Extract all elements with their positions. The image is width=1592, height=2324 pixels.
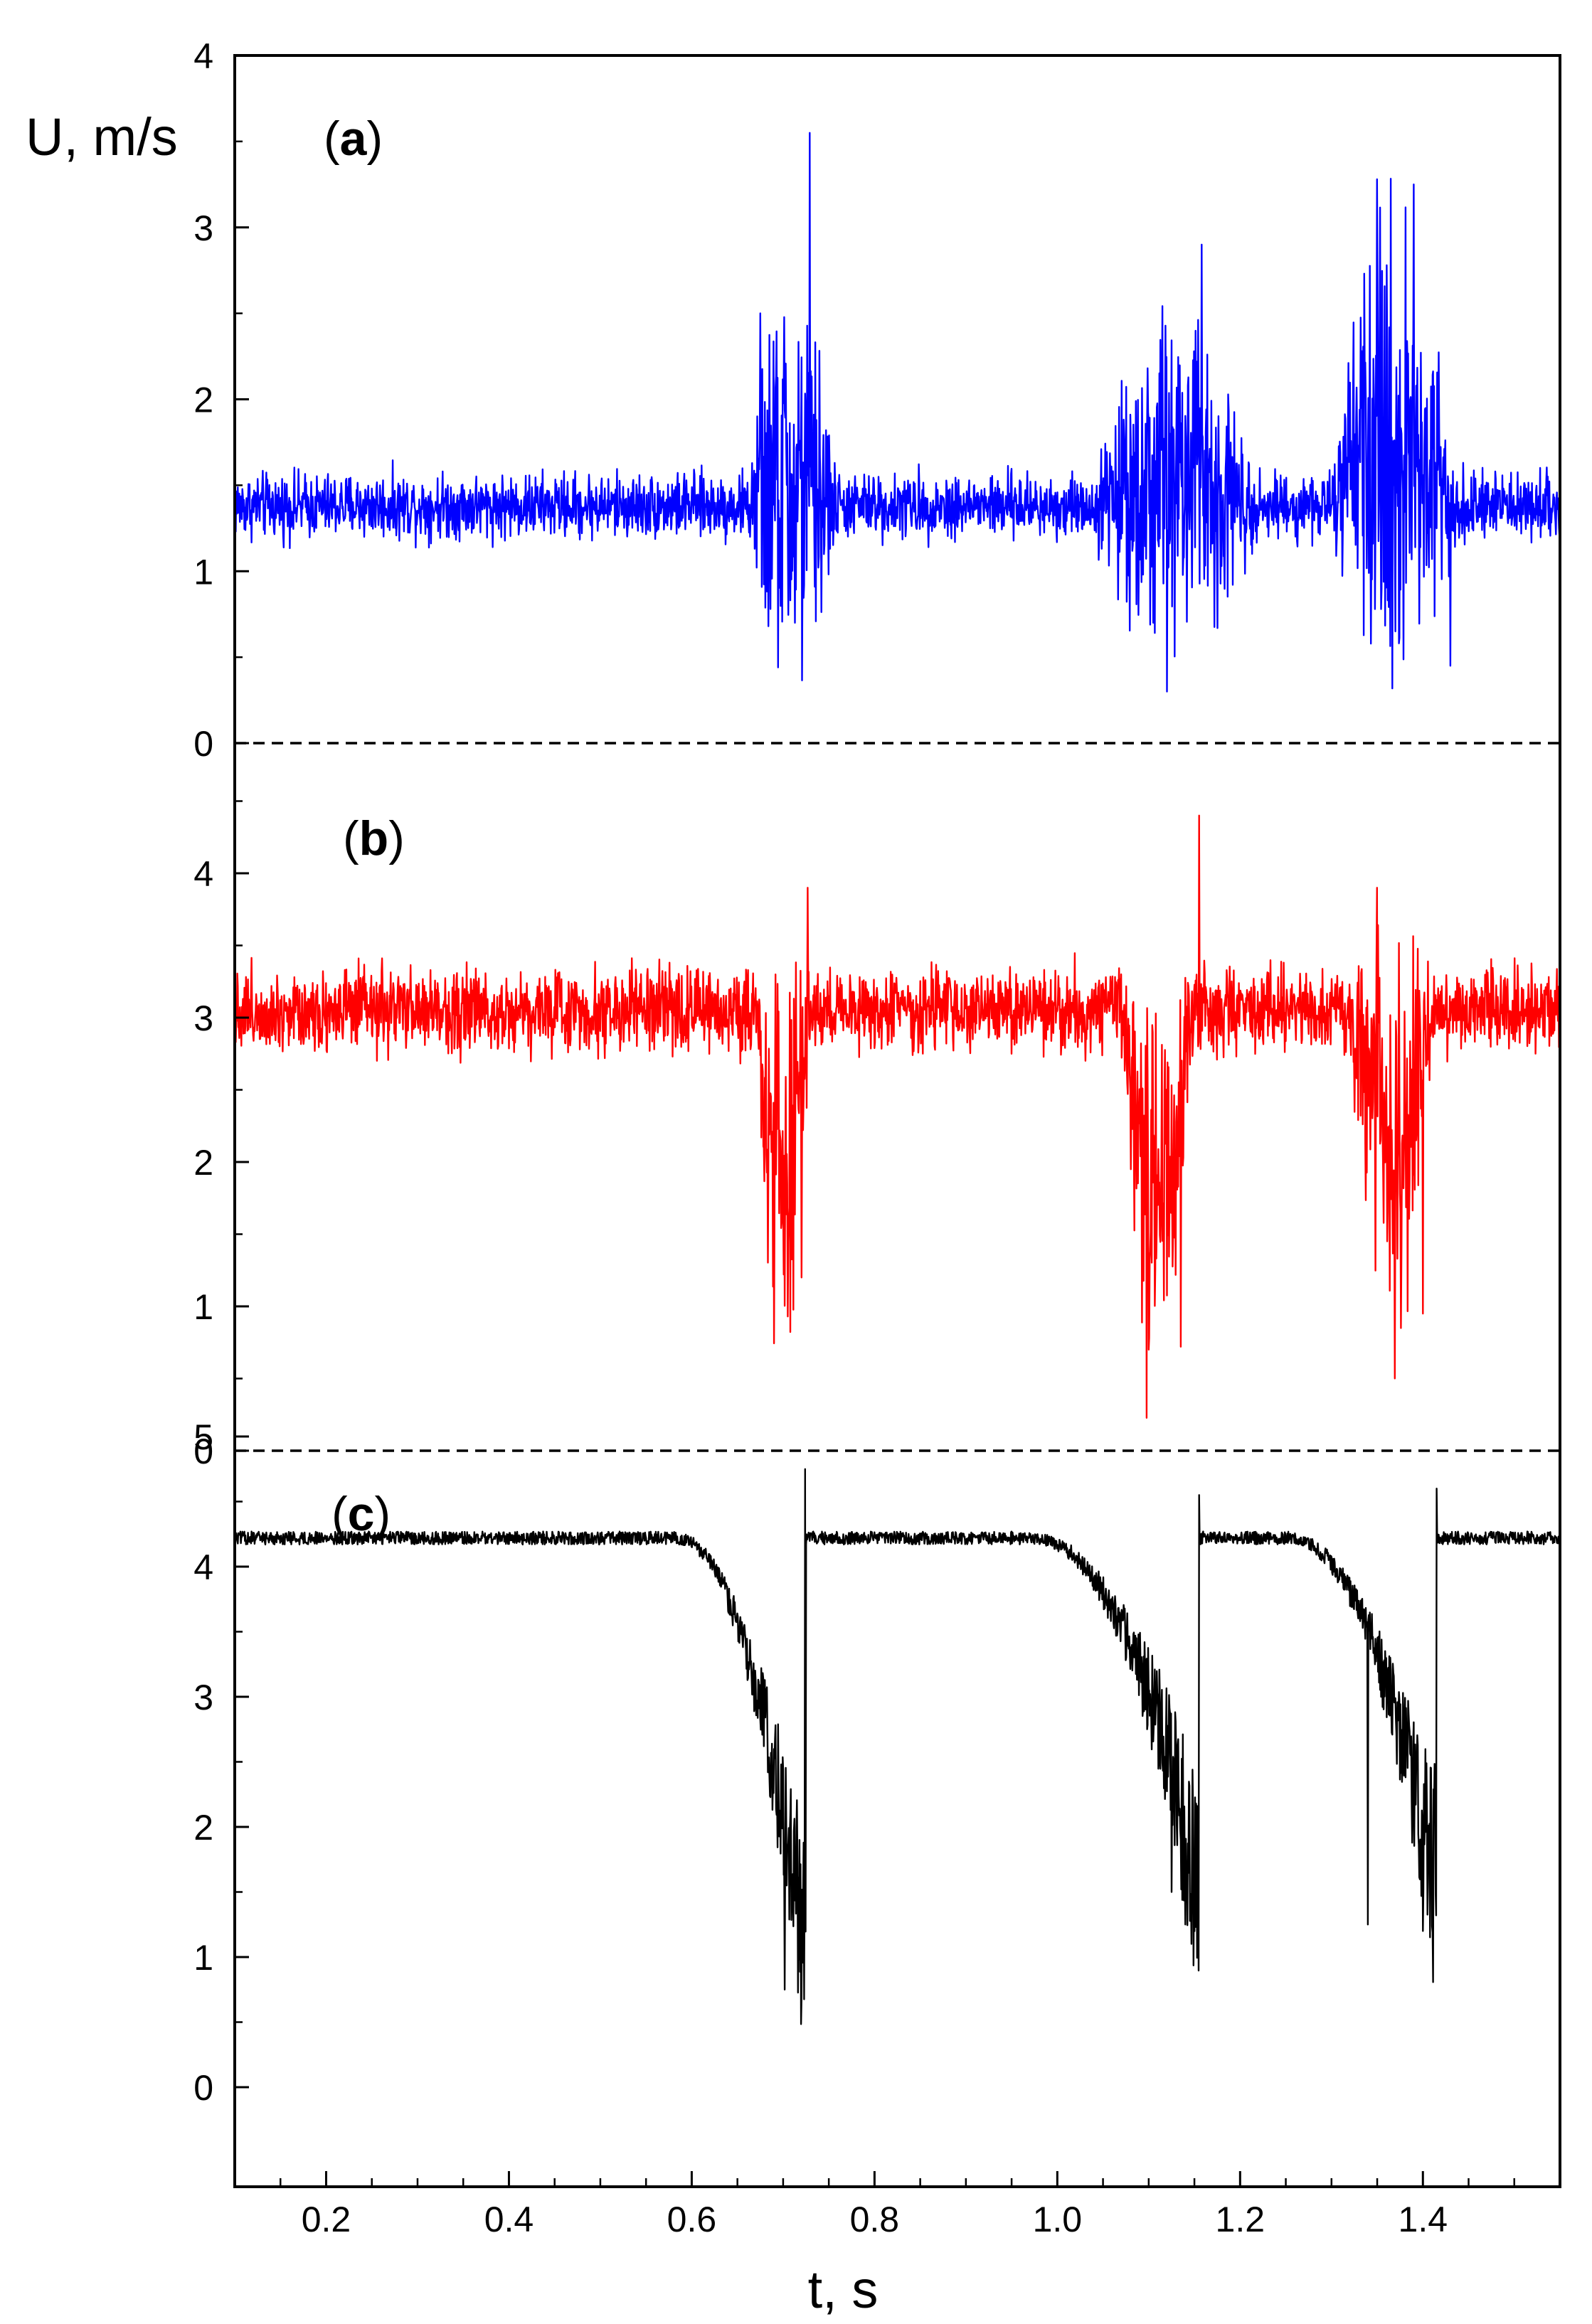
plot-layer — [233, 132, 1561, 2025]
x-tick-label: 0.8 — [850, 2200, 900, 2239]
y-tick-label: 1 — [193, 1287, 213, 1327]
panel-label-letter: a — [340, 112, 368, 166]
y-tick-label: 3 — [193, 1678, 213, 1717]
y-tick-label: 2 — [193, 1808, 213, 1848]
panel-label: (a) — [324, 112, 383, 166]
tick-layer: 0.2 0.4 0.6 0.8 1.0 1.2 1.401234(a)01234(b)012… — [193, 36, 1561, 2239]
panel-label-close: ) — [388, 811, 405, 865]
y-tick-label: 1 — [193, 552, 213, 592]
panel-label-close: ) — [366, 112, 383, 166]
y-tick-label: 2 — [193, 1143, 213, 1183]
panel-label-open: ( — [331, 1487, 348, 1541]
panel-label-open: ( — [343, 811, 359, 865]
series-line-a — [233, 132, 1561, 693]
y-tick-label: 5 — [193, 1417, 213, 1457]
y-tick-label: 0 — [193, 724, 213, 764]
x-tick-label: 0.6 — [667, 2200, 717, 2239]
y-tick-label: 3 — [193, 208, 213, 248]
y-tick-label: 4 — [193, 36, 213, 76]
x-axis-title: t, s — [808, 2260, 879, 2319]
panel-label-letter: b — [359, 811, 389, 865]
panel-label: (c) — [331, 1487, 391, 1541]
x-tick-label: 1.4 — [1399, 2200, 1448, 2239]
y-axis-title: U, m/s — [26, 107, 178, 166]
y-tick-label: 4 — [193, 1547, 213, 1587]
y-tick-label: 4 — [193, 854, 213, 894]
y-tick-label: 2 — [193, 380, 213, 420]
series-line-b — [233, 814, 1561, 1419]
x-tick-label: 1.2 — [1216, 2200, 1265, 2239]
panel-label-open: ( — [324, 112, 340, 166]
plot-frame — [233, 54, 1561, 2188]
panel-label-close: ) — [374, 1487, 391, 1541]
y-tick-label: 0 — [193, 2068, 213, 2108]
x-tick-label: 0.4 — [484, 2200, 534, 2239]
y-tick-label: 3 — [193, 998, 213, 1038]
x-tick-label: 0.2 — [302, 2200, 351, 2239]
panel-label: (b) — [343, 811, 405, 865]
series-line-c — [233, 1468, 1561, 2025]
y-tick-label: 1 — [193, 1938, 213, 1978]
x-tick-label: 1.0 — [1033, 2200, 1083, 2239]
y-tick-label: 0 — [193, 1432, 213, 1471]
panel-label-letter: c — [348, 1487, 375, 1541]
